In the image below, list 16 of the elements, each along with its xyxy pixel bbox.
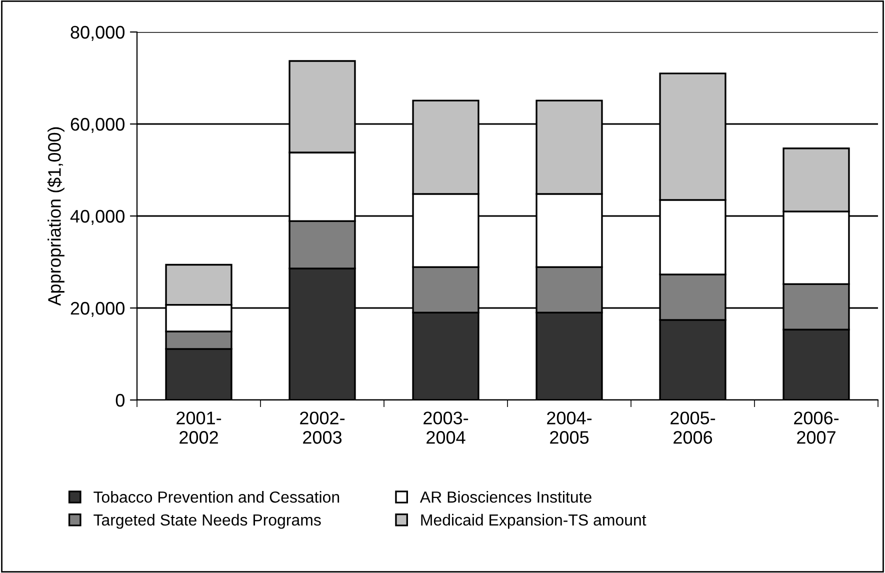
legend-label: AR Biosciences Institute: [420, 491, 592, 503]
legend-label: Targeted State Needs Programs: [94, 514, 321, 529]
y-tick-label: 40,000: [70, 210, 124, 225]
x-tick-label: 2004- 2005: [547, 412, 592, 444]
x-tick-label: 2006- 2007: [794, 412, 839, 444]
x-tick-label: 2001- 2002: [176, 412, 222, 444]
legend-label: Tobacco Prevention and Cessation: [94, 491, 340, 503]
x-tick-label: 2002- 2003: [300, 412, 345, 444]
y-tick-label: 60,000: [70, 118, 124, 133]
y-tick-label: 80,000: [70, 26, 124, 41]
y-axis-title: Appropriation ($1,000): [47, 127, 64, 306]
x-tick-label: 2003- 2004: [424, 412, 468, 444]
y-tick-label: 20,000: [70, 302, 124, 317]
legend-label: Medicaid Expansion-TS amount: [421, 514, 646, 529]
y-tick-label: 0: [116, 394, 124, 407]
x-tick-label: 2005- 2006: [670, 412, 716, 444]
